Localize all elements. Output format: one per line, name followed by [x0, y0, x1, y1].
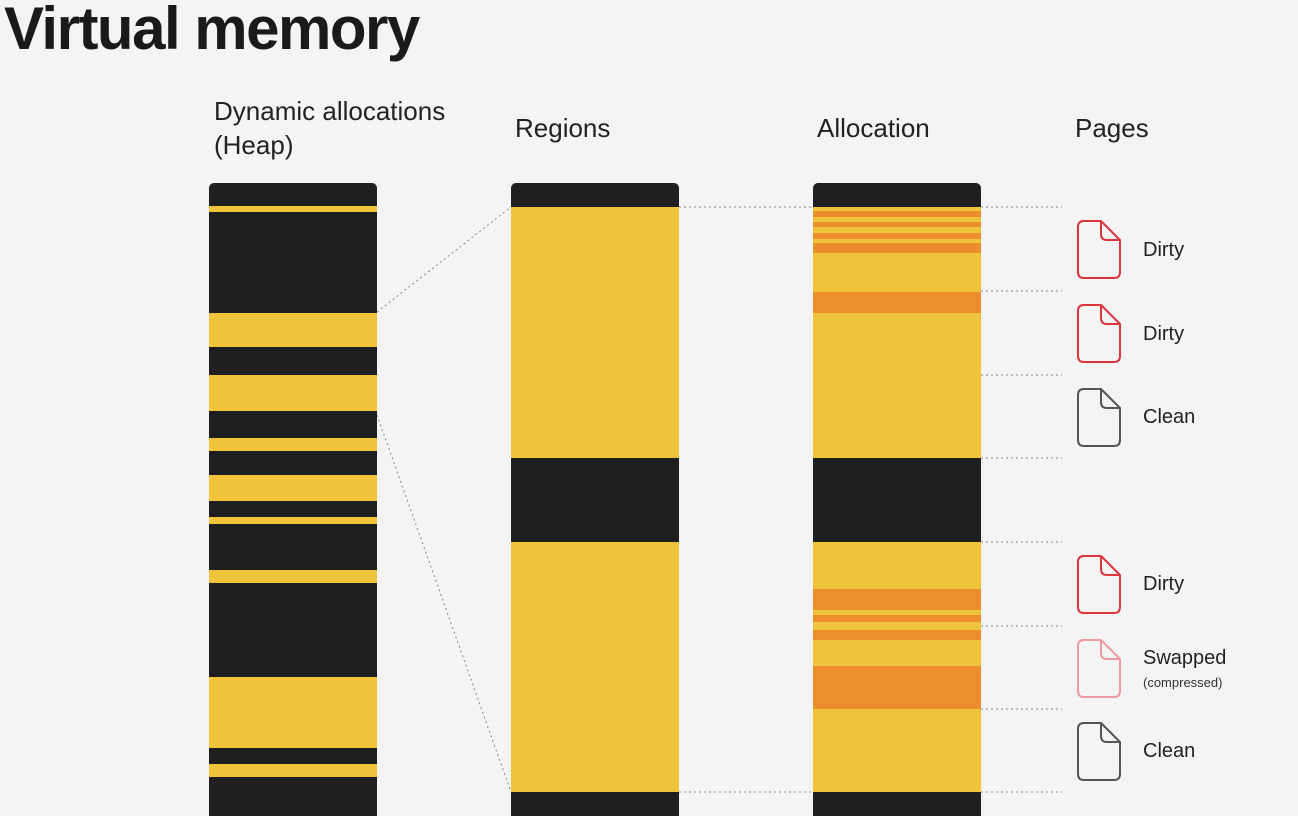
clean-page-icon [1077, 722, 1121, 781]
region-block [511, 207, 679, 458]
dirty-page-icon [1077, 555, 1121, 614]
allocation-used-stripe [813, 666, 981, 709]
heap-allocation-block [209, 375, 377, 411]
allocation-used-stripe [813, 630, 981, 640]
heap-allocation-block [209, 517, 377, 524]
clean-page-icon [1077, 388, 1121, 447]
heap-allocation-block [209, 475, 377, 501]
page-status-label: Clean [1143, 406, 1196, 428]
heap-allocation-block [209, 677, 377, 748]
heap-header-line1: Dynamic allocations [214, 96, 446, 126]
allocation-used-stripe [813, 211, 981, 217]
allocation-used-stripe [813, 292, 981, 313]
page-status-sublabel: (compressed) [1143, 675, 1223, 690]
allocation-used-stripe [813, 615, 981, 622]
heap-allocation-block [209, 206, 377, 212]
region-block [511, 542, 679, 792]
swapped-page-icon [1077, 639, 1121, 698]
regions-bar [511, 183, 679, 816]
heap-bar [209, 183, 377, 816]
allocation-used-stripe [813, 233, 981, 239]
allocation-used-stripe [813, 589, 981, 610]
pages-column-header: Pages [1075, 113, 1149, 143]
heap-to-region-bottom-connector [376, 414, 512, 793]
page-status-label: Clean [1143, 740, 1196, 762]
heap-to-region-top-connector [376, 206, 512, 313]
dirty-page-icon [1077, 304, 1121, 363]
heap-allocation-block [209, 570, 377, 583]
page-icons [1077, 220, 1121, 781]
allocation-used-stripe [813, 243, 981, 253]
page-status-label: Dirty [1143, 323, 1185, 345]
connector-lines [376, 206, 1062, 793]
heap-allocation-block [209, 438, 377, 451]
allocation-used-stripe [813, 222, 981, 227]
heap-header-line2: (Heap) [214, 130, 294, 160]
page-status-label: Dirty [1143, 573, 1185, 595]
heap-column-header: Dynamic allocations (Heap) [214, 94, 445, 162]
heap-allocation-block [209, 313, 377, 347]
heap-allocation-block [209, 764, 377, 777]
page-status-label: Swapped [1143, 647, 1227, 669]
allocation-column-header: Allocation [817, 113, 930, 143]
slide-title: Virtual memory [4, 0, 420, 62]
allocation-bar [813, 183, 981, 816]
page-status-label: Dirty [1143, 239, 1185, 261]
regions-column-header: Regions [515, 113, 611, 143]
dirty-page-icon [1077, 220, 1121, 279]
